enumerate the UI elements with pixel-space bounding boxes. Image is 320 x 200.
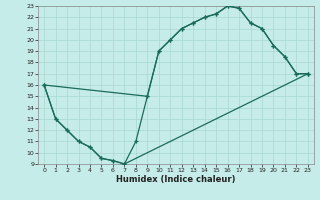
X-axis label: Humidex (Indice chaleur): Humidex (Indice chaleur) xyxy=(116,175,236,184)
